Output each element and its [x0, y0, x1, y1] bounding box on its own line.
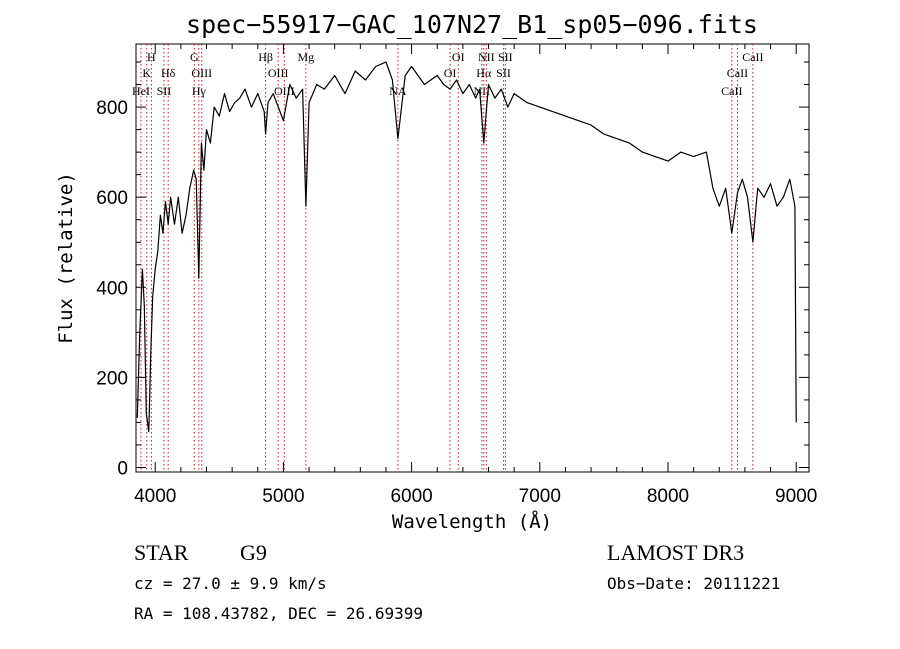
line-marker-label-18: SII: [496, 66, 511, 80]
x-tick-label-5: 9000: [775, 486, 817, 507]
x-tick-label-3: 7000: [519, 486, 561, 507]
line-marker-label-20: CaII: [721, 84, 742, 98]
line-marker-label-5: G: [190, 50, 199, 64]
line-marker-label-16: Hα: [476, 66, 492, 80]
line-marker-label-1: K: [142, 66, 151, 80]
plot-frame: [135, 43, 810, 473]
line-marker-label-22: CaII: [742, 50, 763, 64]
y-tick-label-0: 0: [117, 458, 128, 479]
x-tick-label-4: 8000: [647, 486, 689, 507]
y-axis-label: Flux (relative): [55, 172, 77, 344]
line-marker-label-6: Hγ: [192, 84, 207, 98]
spectrum-chart: spec−55917−GAC_107N27_B1_sp05−096.fits H…: [55, 10, 817, 533]
y-tick-label-2: 400: [96, 278, 128, 299]
survey-name: LAMOST DR3: [607, 540, 745, 565]
observation-date: Obs−Date: 20111221: [607, 574, 781, 593]
spectral-line-markers: HeIKHSIIHδGHγOIIIHβOIIIOIIIMgNAOIOINIIHα…: [132, 44, 764, 472]
line-marker-label-17: NII: [478, 50, 495, 64]
line-marker-label-9: OIII: [268, 66, 289, 80]
x-axis-label: Wavelength (Å): [392, 510, 552, 533]
line-marker-label-10: OIII: [274, 84, 295, 98]
line-marker-label-3: SII: [157, 84, 172, 98]
spectrum-series: [136, 61, 797, 433]
spectrum-line-0: [136, 61, 797, 433]
redshift-cz: cz = 27.0 ± 9.9 km/s: [134, 574, 327, 593]
object-class: STAR: [134, 540, 189, 565]
y-tick-label-3: 600: [96, 188, 128, 209]
line-marker-label-11: Mg: [298, 50, 315, 64]
x-tick-label-0: 4000: [134, 486, 176, 507]
chart-title: spec−55917−GAC_107N27_B1_sp05−096.fits: [186, 10, 758, 39]
object-subclass: G9: [240, 540, 267, 565]
line-marker-label-14: OI: [452, 50, 465, 64]
line-marker-label-21: CaII: [727, 66, 748, 80]
x-tick-label-2: 6000: [390, 486, 432, 507]
line-marker-label-8: Hβ: [258, 50, 273, 64]
coordinates: RA = 108.43782, DEC = 26.69399: [134, 604, 423, 623]
line-marker-label-19: SII: [498, 50, 513, 64]
line-marker-label-0: HeI: [132, 84, 150, 98]
y-tick-label-1: 200: [96, 368, 128, 389]
line-marker-label-4: Hδ: [161, 66, 176, 80]
y-tick-label-4: 800: [96, 98, 128, 119]
line-marker-label-13: OI: [444, 66, 457, 80]
line-marker-label-7: OIII: [191, 66, 212, 80]
x-tick-label-1: 5000: [262, 486, 304, 507]
line-marker-label-2: H: [147, 50, 156, 64]
axis-ticks: 4000 5000 6000 7000 8000 9000 0 200 400 600 800: [96, 44, 817, 507]
